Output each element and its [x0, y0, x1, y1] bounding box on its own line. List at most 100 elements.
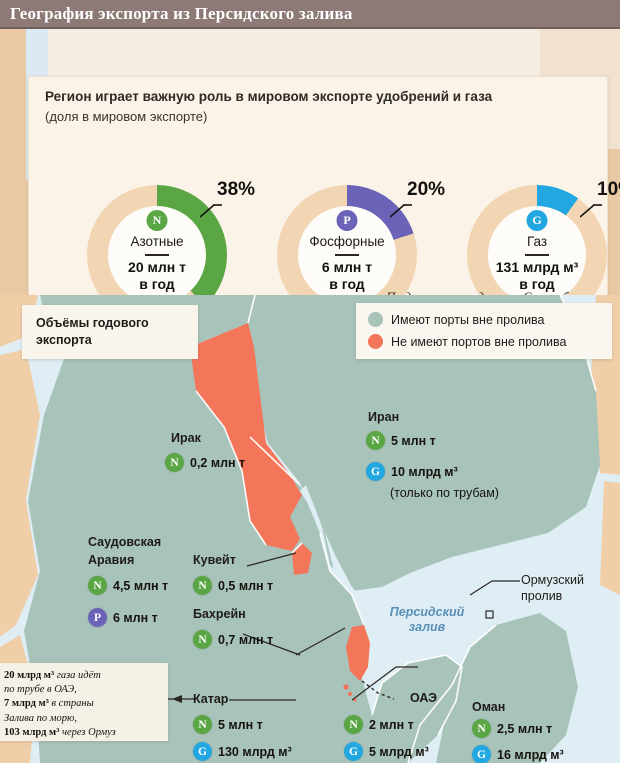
iran-gas-value: 10 млрд м³: [391, 464, 458, 479]
kuwait-nitrogen-value: 0,5 млн т: [218, 578, 274, 593]
persian-gulf-label: Персидский залив: [372, 605, 482, 635]
iran-gas-row: G 10 млрд м³: [366, 462, 458, 481]
legend-item-has-ports: Имеют порты вне пролива: [368, 312, 545, 327]
uae-nitrogen-row: N 2 млн т: [344, 715, 414, 734]
pipeline-dashed-line: [361, 680, 395, 700]
annual-export-volumes-box: Объёмы годового экспорта: [22, 305, 198, 359]
donut-chart-nitrogen: N Азотные 20 млн т в год 38%: [87, 179, 255, 295]
page-title: География экспорта из Персидского залива: [10, 4, 353, 23]
land-qatar: [346, 625, 370, 681]
gas-badge-icon: G: [344, 742, 363, 761]
hormuz-line1: Ормузский: [521, 573, 584, 587]
country-label-oman: Оман: [472, 700, 506, 714]
divider: [525, 254, 549, 256]
donut-value: 131 млрд м³: [495, 259, 579, 275]
iran-nitrogen-value: 5 млн т: [391, 433, 436, 448]
callout-line: [580, 204, 602, 218]
nitrogen-badge-icon: N: [88, 576, 107, 595]
donut-percent: 38%: [217, 179, 256, 200]
nitrogen-badge-icon: N: [344, 715, 363, 734]
country-label-bahrain: Бахрейн: [193, 607, 246, 621]
country-label-kuwait: Кувейт: [193, 553, 236, 567]
land-iraq: [190, 323, 302, 551]
oman-nitrogen-row: N 2,5 млн т: [472, 719, 552, 738]
qatar-gas-note-box: 20 млрд м³ газа идёт по трубе в ОАЭ, 7 млр…: [0, 663, 168, 741]
divider: [335, 254, 359, 256]
nitrogen-badge-icon: N: [193, 715, 212, 734]
land-outside-west: [0, 349, 40, 637]
uae-nitrogen-value: 2 млн т: [369, 717, 414, 732]
donut-percent: 20%: [407, 179, 446, 200]
persian-gulf-line1: Персидский: [389, 605, 465, 619]
panel-subheading: (доля в мировом экспорте): [45, 109, 208, 124]
strait-of-hormuz: [470, 595, 520, 621]
map-area: Объёмы годового экспорта Имеют порты вне…: [0, 295, 620, 763]
land-bahrain-3: [353, 698, 357, 702]
nitrogen-badge-icon: N: [193, 576, 212, 595]
divider: [145, 254, 169, 256]
iran-nitrogen-row: N 5 млн т: [366, 431, 436, 450]
qatar-gas-value: 130 млрд м³: [218, 744, 292, 759]
qatar-gas-note-text: 20 млрд м³ газа идёт по трубе в ОАЭ, 7 млр…: [4, 670, 116, 738]
map-legend: Имеют порты вне пролива Не имеют портов …: [356, 303, 612, 359]
leader-lines: [166, 552, 520, 703]
nitrogen-badge-icon: N: [366, 431, 385, 450]
legend-label: Имеют порты вне пролива: [391, 312, 545, 327]
saudi-phosphate-value: 6 млн т: [113, 610, 158, 625]
phosphate-badge-icon: P: [88, 608, 107, 627]
panel-heading: Регион играет важную роль в мировом эксп…: [45, 89, 493, 104]
saudi-nitrogen-row: N 4,5 млн т: [88, 576, 168, 595]
export-share-panel: Регион играет важную роль в мировом эксп…: [28, 76, 620, 295]
country-label-saudi-arabia-line2: Аравия: [88, 553, 135, 567]
hormuz-strait-label: Ормузский пролив: [521, 572, 584, 604]
donut-label: Газ: [526, 234, 548, 249]
donut-period: в год: [519, 276, 555, 292]
callout-line: [390, 204, 412, 218]
bahrain-nitrogen-row: N 0,7 млн т: [193, 630, 273, 649]
land-oman: [436, 613, 578, 763]
legend-swatch-red-icon: [368, 334, 383, 349]
phosphate-badge-icon: P: [336, 210, 358, 231]
country-label-saudi-arabia: Саудовская: [88, 535, 162, 549]
legend-swatch-teal-icon: [368, 312, 383, 327]
oman-nitrogen-value: 2,5 млн т: [497, 721, 553, 736]
qatar-nitrogen-value: 5 млн т: [218, 717, 263, 732]
saudi-phosphate-row: P 6 млн т: [88, 608, 158, 627]
uae-gas-row: G 5 млрд м³: [344, 742, 429, 761]
land-kuwait: [292, 543, 312, 575]
donut-period: в год: [139, 276, 175, 292]
oman-gas-row: G 16 млрд м³: [472, 745, 564, 763]
donut-label: Азотные: [130, 234, 184, 249]
hormuz-line2: пролив: [521, 589, 563, 603]
uae-gas-value: 5 млрд м³: [369, 744, 429, 759]
iraq-nitrogen-row: N 0,2 млн т: [165, 453, 245, 472]
donut-chart-phosphate: P Фосфорные 6 млн т в год 20%: [277, 179, 445, 295]
iraq-nitrogen-value: 0,2 млн т: [190, 455, 246, 470]
land-bahrain-2: [348, 692, 352, 696]
land-outside-east: [600, 481, 620, 595]
legend-item-no-ports: Не имеют портов вне пролива: [368, 334, 566, 349]
nitrogen-badge-icon: N: [146, 210, 168, 231]
land-iran: [238, 295, 600, 591]
land-uae: [372, 655, 462, 763]
country-label-qatar: Катар: [193, 692, 229, 706]
donut-value: 20 млн т: [128, 259, 186, 275]
qatar-nitrogen-row: N 5 млн т: [193, 715, 263, 734]
donut-period: в год: [329, 276, 365, 292]
nitrogen-badge-icon: N: [472, 719, 491, 738]
country-label-uae: ОАЭ: [410, 691, 438, 705]
persian-gulf-water: [300, 485, 500, 659]
gas-badge-icon: G: [526, 210, 548, 231]
iran-gas-note: (только по трубам): [390, 486, 499, 500]
title-bar: География экспорта из Персидского залива: [0, 0, 620, 29]
persian-gulf-line2: залив: [408, 620, 446, 634]
nitrogen-badge-icon: N: [193, 630, 212, 649]
bahrain-nitrogen-value: 0,7 млн т: [218, 632, 274, 647]
saudi-nitrogen-value: 4,5 млн т: [113, 578, 169, 593]
annual-export-volumes-label: Объёмы годового экспорта: [36, 316, 149, 347]
nitrogen-badge-icon: N: [165, 453, 184, 472]
donut-chart-gas: G Газ 131 млрд м³ в год 10%: [467, 179, 620, 295]
gas-badge-icon: G: [472, 745, 491, 763]
qatar-gas-row: G 130 млрд м³: [193, 742, 292, 761]
